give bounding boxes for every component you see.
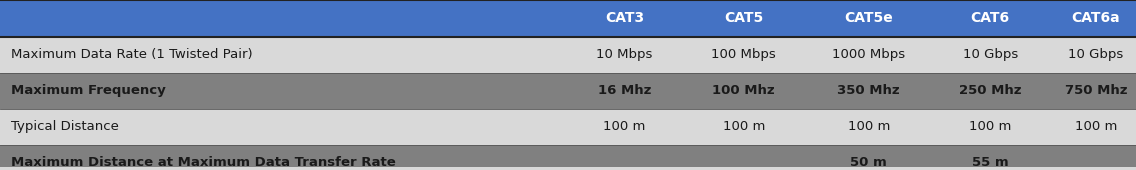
Text: CAT5: CAT5 (724, 11, 763, 25)
Text: 100 m: 100 m (969, 120, 1011, 133)
Text: 55 m: 55 m (972, 156, 1009, 169)
Text: 100 Mhz: 100 Mhz (712, 84, 775, 97)
Text: Typical Distance: Typical Distance (11, 120, 119, 133)
Text: 16 Mhz: 16 Mhz (598, 84, 651, 97)
Text: 100 m: 100 m (847, 120, 889, 133)
Text: CAT5e: CAT5e (844, 11, 893, 25)
Text: Maximum Distance at Maximum Data Transfer Rate: Maximum Distance at Maximum Data Transfe… (11, 156, 396, 169)
Text: CAT6: CAT6 (970, 11, 1010, 25)
Text: 100 m: 100 m (1075, 120, 1117, 133)
FancyBboxPatch shape (0, 109, 1136, 144)
FancyBboxPatch shape (0, 0, 1136, 37)
Text: 1000 Mbps: 1000 Mbps (833, 48, 905, 61)
Text: CAT3: CAT3 (605, 11, 644, 25)
FancyBboxPatch shape (0, 144, 1136, 170)
Text: 750 Mhz: 750 Mhz (1064, 84, 1127, 97)
Text: Maximum Data Rate (1 Twisted Pair): Maximum Data Rate (1 Twisted Pair) (11, 48, 253, 61)
Text: 10 Gbps: 10 Gbps (962, 48, 1018, 61)
Text: 100 Mbps: 100 Mbps (711, 48, 776, 61)
Text: 100 m: 100 m (603, 120, 645, 133)
Text: 100 m: 100 m (722, 120, 765, 133)
Text: 50 m: 50 m (851, 156, 887, 169)
Text: 350 Mhz: 350 Mhz (837, 84, 900, 97)
FancyBboxPatch shape (0, 73, 1136, 109)
Text: Maximum Frequency: Maximum Frequency (11, 84, 166, 97)
Text: 250 Mhz: 250 Mhz (959, 84, 1021, 97)
Text: CAT6a: CAT6a (1071, 11, 1120, 25)
Text: 10 Gbps: 10 Gbps (1068, 48, 1124, 61)
FancyBboxPatch shape (0, 37, 1136, 73)
Text: 10 Mbps: 10 Mbps (596, 48, 653, 61)
